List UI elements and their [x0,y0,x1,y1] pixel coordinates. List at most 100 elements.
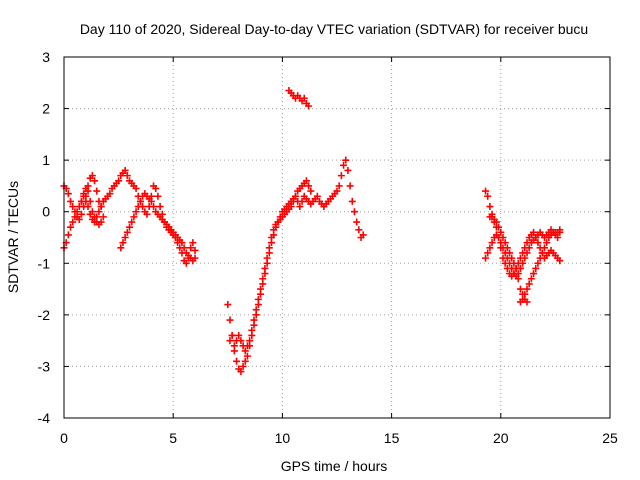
data-point [71,208,79,216]
x-tick-label: 10 [275,430,291,446]
series-arc-12 [516,226,564,306]
data-point [267,234,275,241]
data-point [519,295,527,303]
data-point [154,192,162,200]
data-point [64,190,72,198]
data-point [121,166,129,174]
data-point [499,234,507,241]
data-point [248,326,256,334]
data-point [252,306,260,314]
data-point [180,244,188,252]
data-point [261,264,269,272]
data-point [298,197,306,205]
data-point [130,213,138,221]
data-point [246,337,254,345]
data-point [95,208,103,216]
y-tick-labels: -4 -3 -2 -1 0 1 2 3 [38,49,51,426]
data-point [296,203,304,211]
y-tick-label: 1 [42,152,50,168]
data-point [344,166,352,174]
data-point [508,254,516,262]
x-tick-labels: 0 5 10 15 20 25 [60,430,618,446]
data-point [556,257,564,265]
data-point [516,285,524,293]
data-point [91,177,99,185]
x-tick-label: 5 [169,430,177,446]
data-point [506,249,514,257]
data-point [237,337,245,345]
data-point [226,316,234,324]
series-arc-3 [77,166,177,239]
data-point [69,203,77,211]
data-point [82,197,90,205]
y-tick-label: -2 [38,307,51,323]
y-tick-label: -3 [38,358,51,374]
data-point [147,197,155,205]
data-point [523,249,531,257]
data-point [353,218,361,226]
data-point [69,218,77,226]
data-point [241,357,249,365]
y-axis-label: SDTVAR / TECUs [5,181,21,293]
data-point [530,270,538,278]
x-tick-label: 25 [602,430,618,446]
data-point [497,228,505,236]
data-point [536,254,544,262]
data-point [88,172,96,180]
data-point [191,246,199,254]
data-point [482,254,490,262]
data-point [123,228,131,236]
data-point [257,285,265,293]
data-point [230,342,238,350]
data-point [523,285,531,293]
data-point [534,239,542,247]
data-point [126,223,134,231]
data-point [348,197,356,205]
data-point [488,210,496,218]
data-point [134,203,142,211]
x-tick-label: 20 [493,430,509,446]
data-point [106,190,114,198]
data-point [523,298,531,306]
data-point [289,197,297,205]
data-point [156,203,164,211]
data-point [335,182,343,190]
data-point [182,259,190,267]
data-point [91,218,99,226]
data-point [254,295,262,303]
data-point [333,187,341,195]
data-point [492,218,500,226]
data-point [510,259,518,267]
data-point [302,177,310,185]
x-tick-label: 15 [384,430,400,446]
data-point [543,239,551,247]
data-point [540,244,548,252]
series-arc-4 [117,190,199,267]
data-point [152,185,160,193]
y-tick-label: -1 [38,255,51,271]
data-point [64,231,72,239]
data-point [534,259,542,267]
data-point [178,239,186,247]
data-point [67,223,75,231]
data-point [556,226,564,234]
data-point [342,156,350,164]
data-point [77,210,85,218]
data-point [132,185,140,193]
data-point [136,197,144,205]
data-point [228,331,236,339]
data-point [270,226,278,234]
data-point [128,218,136,226]
data-point [346,182,354,190]
data-point [355,226,363,234]
data-point [313,192,321,200]
x-axis-label: GPS time / hours [281,458,388,474]
data-point [241,347,249,355]
data-point [486,244,494,252]
data-point [482,187,490,195]
data-point [527,275,535,283]
data-point [187,244,195,252]
data-point [93,187,101,195]
data-point [525,244,533,252]
